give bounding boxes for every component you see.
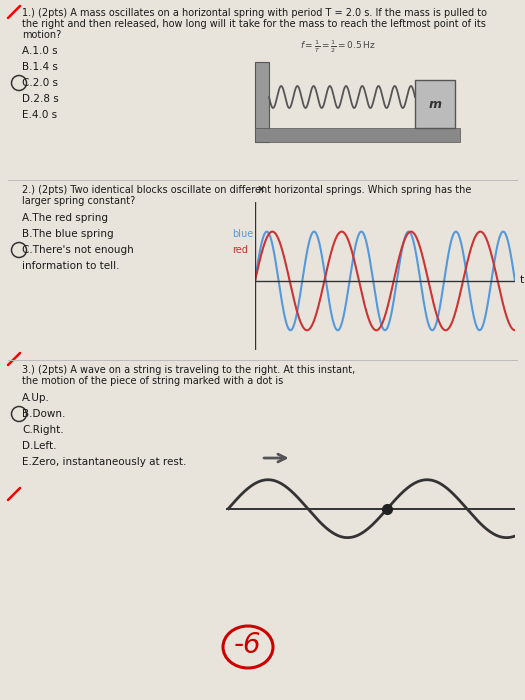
Text: C.There's not enough: C.There's not enough [22,245,134,255]
Text: A.1.0 s: A.1.0 s [22,46,58,56]
Text: 1.) (2pts) A mass oscillates on a horizontal spring with period T = 2.0 s. If th: 1.) (2pts) A mass oscillates on a horizo… [22,8,487,18]
Bar [255,128,460,142]
Text: larger spring constant?: larger spring constant? [22,196,135,206]
Text: A.The red spring: A.The red spring [22,213,108,223]
Text: $f = \frac{1}{T} = \frac{1}{2} = 0.5\,\mathrm{Hz}$: $f = \frac{1}{T} = \frac{1}{2} = 0.5\,\m… [300,38,375,55]
Text: D.2.8 s: D.2.8 s [22,94,59,104]
Text: x: x [258,183,264,194]
Text: the right and then released, how long will it take for the mass to reach the lef: the right and then released, how long wi… [22,19,486,29]
Bar [255,62,269,142]
Text: red: red [232,245,248,255]
Text: B.The blue spring: B.The blue spring [22,229,113,239]
Text: motion?: motion? [22,30,61,40]
Text: B.1.4 s: B.1.4 s [22,62,58,72]
Text: m: m [428,97,442,111]
Bar [415,80,455,128]
Text: B.Down.: B.Down. [22,409,66,419]
Text: A.Up.: A.Up. [22,393,50,403]
Text: 2.) (2pts) Two identical blocks oscillate on different horizontal springs. Which: 2.) (2pts) Two identical blocks oscillat… [22,185,471,195]
Text: information to tell.: information to tell. [22,261,120,271]
Text: E.4.0 s: E.4.0 s [22,110,57,120]
Text: blue: blue [232,229,253,239]
Text: D.Left.: D.Left. [22,441,57,451]
Text: C.2.0 s: C.2.0 s [22,78,58,88]
Text: C.Right.: C.Right. [22,425,64,435]
Text: 3.) (2pts) A wave on a string is traveling to the right. At this instant,: 3.) (2pts) A wave on a string is traveli… [22,365,355,375]
Text: -6: -6 [234,631,262,659]
Text: the motion of the piece of string marked with a dot is: the motion of the piece of string marked… [22,376,284,386]
Text: t: t [520,275,524,286]
Text: E.Zero, instantaneously at rest.: E.Zero, instantaneously at rest. [22,457,186,467]
